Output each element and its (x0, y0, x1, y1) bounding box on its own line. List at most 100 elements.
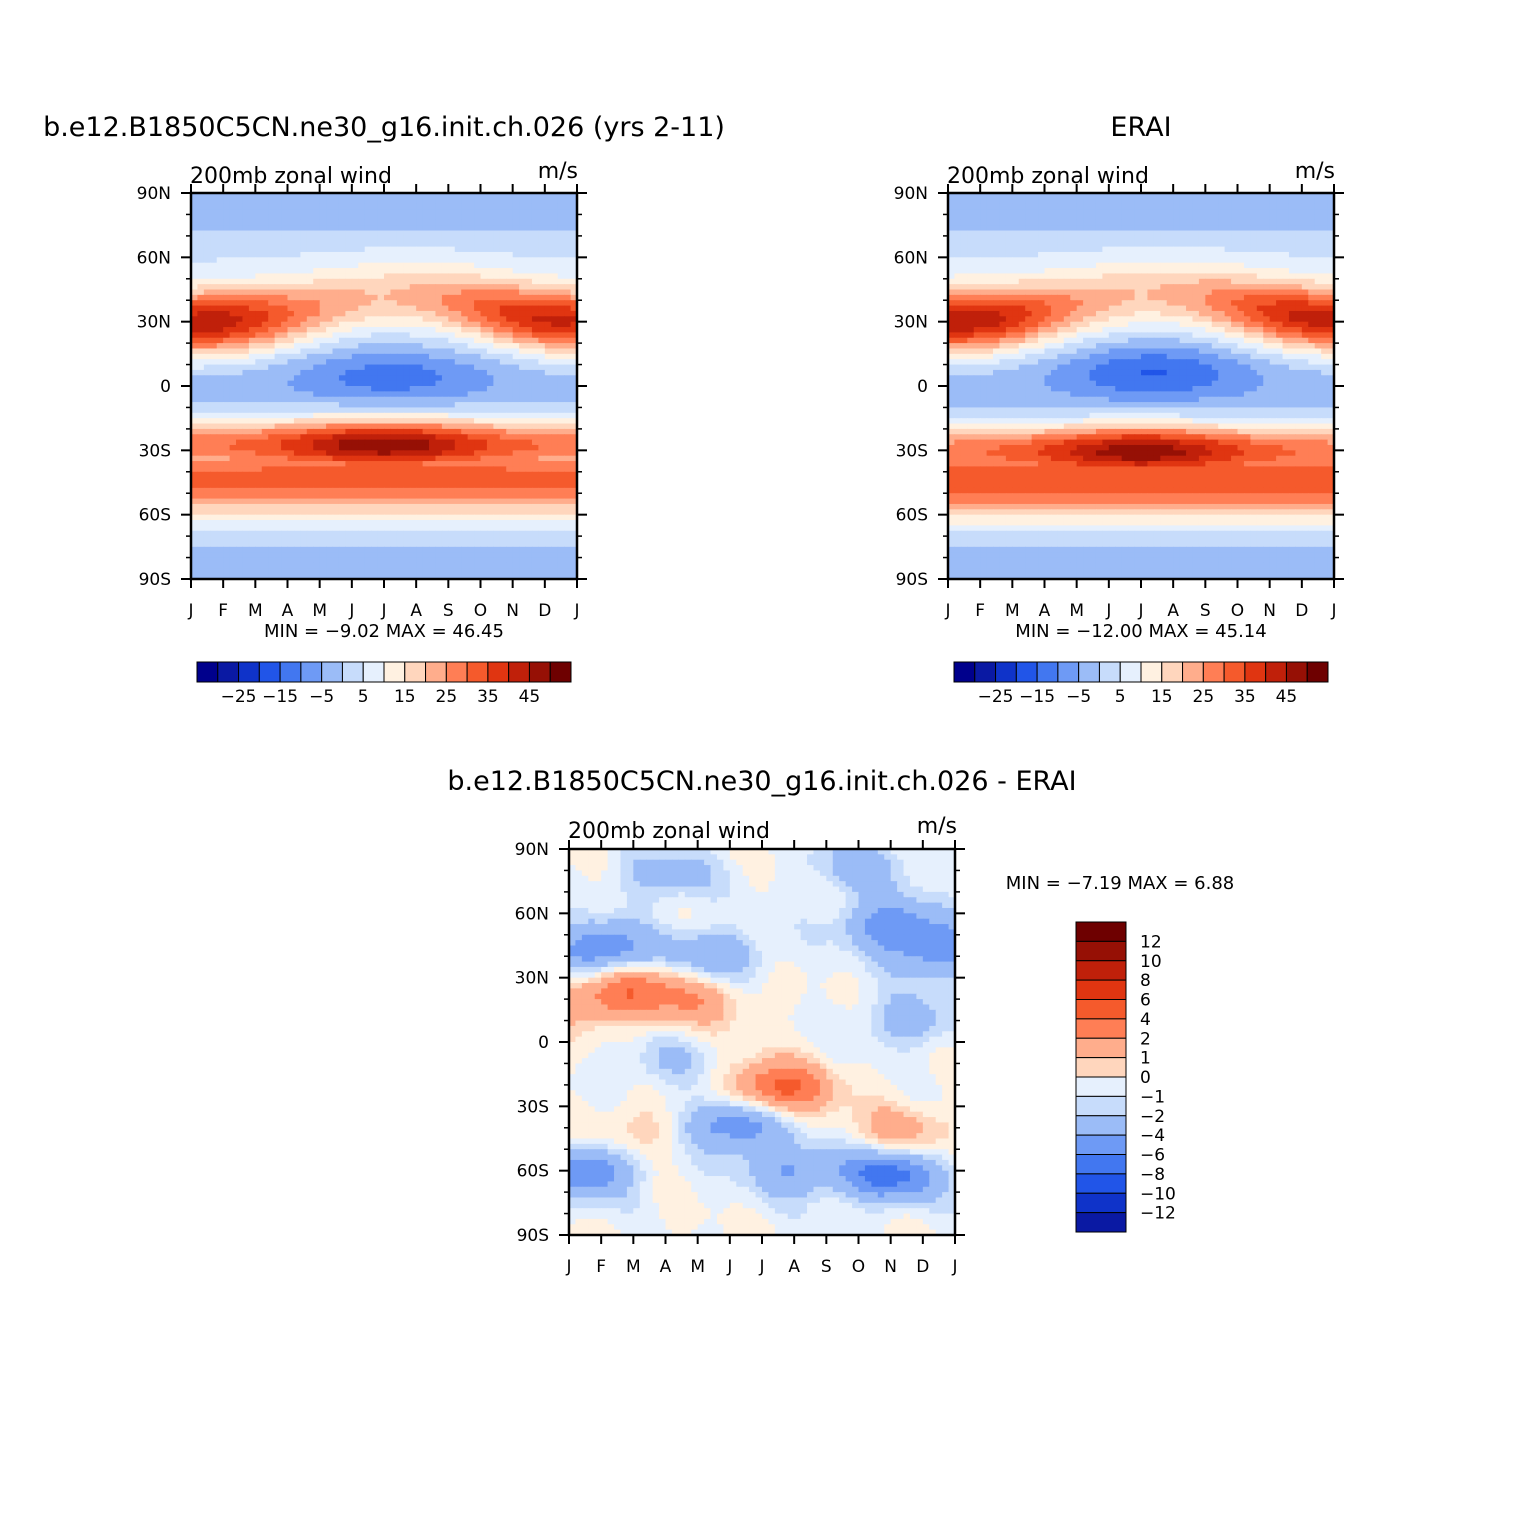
heatmap-cell (480, 284, 488, 291)
heatmap-cell (358, 412, 366, 419)
heatmap-cell (306, 487, 314, 494)
heatmap-cell (474, 412, 482, 419)
heatmap-cell (416, 268, 424, 275)
heatmap-cell (377, 498, 385, 505)
heatmap-cell (326, 332, 334, 339)
heatmap-cell (261, 353, 269, 360)
heatmap-cell (422, 327, 430, 333)
heatmap-cell (274, 525, 282, 532)
heatmap-cell (223, 225, 231, 232)
heatmap-cell (531, 316, 539, 323)
heatmap-cell (242, 386, 250, 392)
heatmap-cell (403, 509, 411, 516)
heatmap-cell (210, 386, 218, 392)
heatmap-cell (236, 332, 244, 339)
heatmap-cell (203, 562, 211, 569)
heatmap-cell (203, 530, 211, 537)
heatmap-cell (1057, 198, 1065, 205)
heatmap-cell (973, 193, 981, 199)
heatmap-cell (268, 348, 276, 355)
heatmap-cell (512, 520, 520, 526)
heatmap-cell (248, 289, 256, 296)
heatmap-cell (345, 332, 353, 339)
heatmap-cell (499, 568, 507, 575)
heatmap-cell (506, 364, 514, 371)
heatmap-cell (255, 568, 263, 575)
heatmap-cell (191, 573, 199, 580)
heatmap-cell (371, 327, 379, 333)
heatmap-cell (197, 375, 205, 382)
heatmap-cell (229, 482, 237, 489)
heatmap-cell (486, 434, 494, 441)
heatmap-cell (313, 386, 321, 392)
heatmap-cell (422, 573, 430, 580)
heatmap-cell (191, 214, 199, 221)
heatmap-cell (1102, 203, 1110, 210)
heatmap-cell (480, 482, 488, 489)
heatmap-cell (454, 235, 462, 242)
heatmap-cell (326, 219, 334, 226)
heatmap-cell (236, 380, 244, 387)
heatmap-cell (351, 289, 359, 296)
heatmap-cell (525, 380, 533, 387)
heatmap-cell (197, 428, 205, 435)
heatmap-cell (274, 530, 282, 537)
heatmap-cell (384, 509, 392, 516)
heatmap-cell (512, 525, 520, 532)
heatmap-cell (1192, 203, 1200, 210)
heatmap-cell (1173, 198, 1181, 205)
heatmap-cell (474, 498, 482, 505)
heatmap-cell (1186, 209, 1194, 216)
heatmap-cell (242, 552, 250, 559)
heatmap-cell (287, 380, 295, 387)
heatmap-cell (255, 203, 263, 210)
heatmap-cell (454, 536, 462, 543)
heatmap-cell (371, 353, 379, 360)
heatmap-cell (319, 225, 327, 232)
heatmap-cell (377, 412, 385, 419)
heatmap-cell (435, 546, 443, 553)
heatmap-cell (287, 268, 295, 275)
heatmap-cell (519, 482, 527, 489)
heatmap-cell (461, 359, 469, 366)
heatmap-cell (351, 455, 359, 462)
heatmap-cell (248, 369, 256, 376)
heatmap-cell (486, 225, 494, 232)
heatmap-cell (268, 514, 276, 521)
heatmap-cell (384, 369, 392, 376)
heatmap-cell (564, 241, 572, 248)
heatmap-cell (287, 386, 295, 392)
heatmap-cell (319, 455, 327, 462)
heatmap-cell (422, 461, 430, 468)
heatmap-cell (1224, 225, 1232, 232)
heatmap-cell (1102, 198, 1110, 205)
heatmap-cell (371, 412, 379, 419)
heatmap-cell (345, 262, 353, 269)
heatmap-cell (486, 332, 494, 339)
heatmap-cell (512, 503, 520, 510)
heatmap-cell (486, 375, 494, 382)
heatmap-cell (512, 369, 520, 376)
heatmap-cell (551, 455, 559, 462)
heatmap-cell (409, 407, 417, 414)
heatmap-cell (448, 273, 456, 280)
heatmap-cell (351, 193, 359, 199)
heatmap-cell (454, 552, 462, 559)
heatmap-cell (236, 541, 244, 548)
heatmap-cell (1321, 230, 1329, 237)
heatmap-cell (287, 332, 295, 339)
heatmap-cell (570, 241, 578, 248)
heatmap-cell (384, 530, 392, 537)
heatmap-cell (268, 396, 276, 403)
heatmap-cell (377, 471, 385, 478)
heatmap-cell (197, 450, 205, 457)
heatmap-cell (338, 219, 346, 226)
heatmap-cell (486, 444, 494, 451)
heatmap-cell (377, 536, 385, 543)
heatmap-cell (960, 219, 968, 226)
heatmap-cell (390, 428, 398, 435)
heatmap-cell (531, 562, 539, 569)
heatmap-cell (203, 461, 211, 468)
heatmap-cell (403, 219, 411, 226)
heatmap-cell (229, 284, 237, 291)
